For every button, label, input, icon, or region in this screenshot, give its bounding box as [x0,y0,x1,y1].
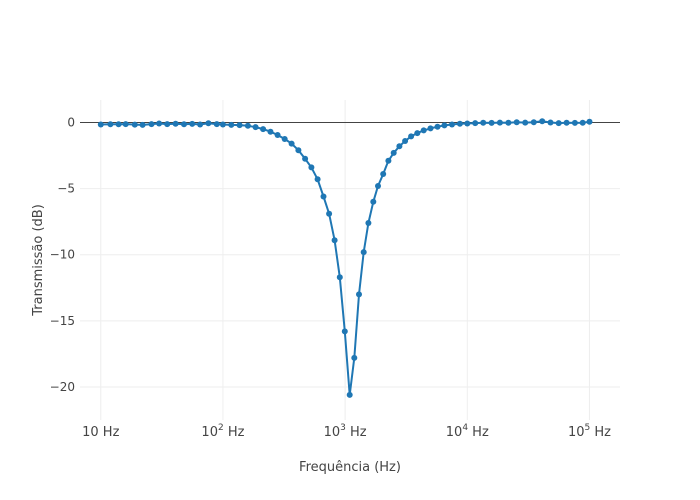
data-point [365,220,372,226]
data-point [563,119,570,126]
data-point [189,120,196,127]
data-point [281,136,288,142]
data-point [346,391,353,398]
x-tick-label: 102 Hz [201,423,244,440]
data-point [351,354,358,361]
data-point [513,119,520,126]
y-tick-labels: 0 −5 −10 −15 −20 [50,115,75,393]
x-axis-title: Frequência (Hz) [299,460,401,475]
data-point [314,176,321,183]
data-point [396,143,403,150]
data-point [139,121,146,128]
data-point [260,126,267,133]
data-point [172,120,179,127]
data-point [156,120,163,127]
data-point [213,121,220,128]
x-tick-label: 103 Hz [324,423,367,440]
y-tick-label: −5 [57,182,75,196]
data-point [164,121,171,128]
data-point [341,328,348,335]
data-point [360,249,367,256]
data-point [522,119,529,126]
data-point [390,149,397,156]
data-point [586,118,593,125]
data-point [148,121,155,128]
x-tick-label: 105 Hz [568,423,611,440]
data-point [97,121,104,128]
gridlines [80,100,620,420]
y-axis-title: Transmissão (dB) [31,204,46,317]
data-point [402,138,409,144]
data-point [420,127,427,134]
data-point [370,198,377,205]
x-tick-label: 104 Hz [446,423,489,440]
x-tick-labels: 10 Hz 102 Hz 103 Hz 104 Hz 105 Hz [82,423,611,440]
data-point [331,237,338,244]
data-point [288,140,295,147]
data-point [434,123,441,130]
data-point [236,122,243,129]
data-point [505,119,512,126]
data-point [244,122,251,129]
data-point [228,121,235,128]
data-point [115,121,122,128]
data-point [456,120,463,127]
data-point [336,274,343,281]
data-point [219,121,226,128]
data-point [464,120,471,127]
data-point [472,120,479,127]
data-point [530,119,537,126]
y-tick-label: −20 [50,380,75,394]
data-point [107,121,114,128]
data-point [302,155,309,162]
data-point [308,164,315,171]
y-tick-label: 0 [67,115,75,129]
data-point [488,119,495,126]
data-point [496,119,503,126]
data-point [375,183,381,189]
y-tick-label: −15 [50,314,75,328]
data-point [539,118,546,125]
data-point [205,120,212,127]
data-point [579,119,586,126]
data-point [131,121,138,128]
data-point [414,130,421,137]
data-point [480,119,487,126]
data-point [326,210,333,217]
data-point [252,124,259,131]
data-point [380,171,387,177]
data-point [449,121,455,128]
data-point [267,128,274,135]
y-tick-label: −10 [50,248,75,262]
data-point [571,119,578,126]
data-point [274,132,281,138]
data-point [181,121,187,128]
data-point [197,121,204,128]
data-point [547,119,554,126]
data-point [295,147,302,154]
data-point [441,122,448,129]
data-point [408,133,415,140]
data-point [356,291,362,298]
data-point [320,193,327,200]
x-tick-label: 10 Hz [82,425,119,440]
series-line [100,120,590,396]
data-point [122,121,129,128]
data-point [555,120,562,127]
series-group [97,118,593,398]
data-point [427,125,434,132]
data-point [385,157,392,164]
